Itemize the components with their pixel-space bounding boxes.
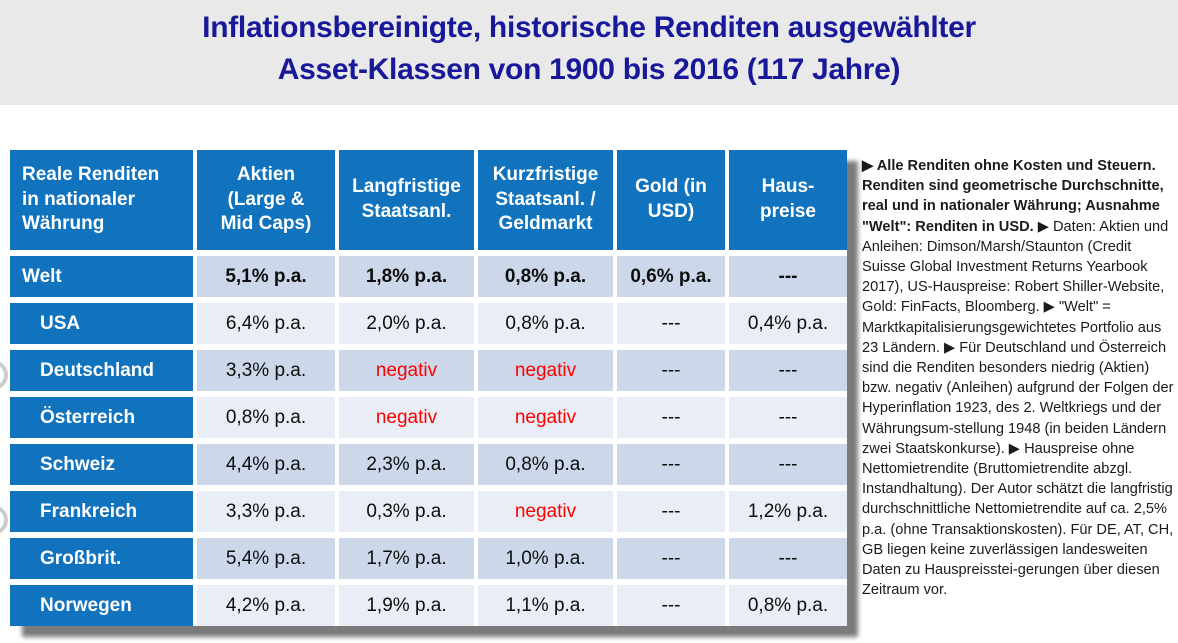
row-label-deutschland: Deutschland	[10, 350, 193, 391]
title-band	[0, 0, 1178, 105]
footnote-bold-segment: ▶ Alle Renditen ohne Kosten und Steuern.…	[862, 158, 1164, 235]
row-label-schweiz: Schweiz	[10, 444, 193, 485]
row-label-welt: Welt	[10, 256, 193, 297]
page-title: Inflationsbereinigte, historische Rendit…	[202, 11, 976, 86]
row-label-oesterreich: Österreich	[10, 397, 193, 438]
column-header-gold: Gold (in USD)	[617, 150, 725, 250]
row-label-norwegen: Norwegen	[10, 585, 193, 626]
table-cell: 1,0% p.a.	[478, 538, 613, 579]
table-cell: ---	[617, 350, 725, 391]
row-label-usa: USA	[10, 303, 193, 344]
table-cell: 1,2% p.a.	[729, 491, 847, 532]
table-cell: 1,1% p.a.	[478, 585, 613, 626]
table-cell: 0,8% p.a.	[729, 585, 847, 626]
column-header-kurzfristige-staatsanl: Kurzfristige Staatsanl. / Geldmarkt	[478, 150, 613, 250]
table-cell: 6,4% p.a.	[197, 303, 335, 344]
row-label-grossbrit: Großbrit.	[10, 538, 193, 579]
table-cell: negativ	[478, 491, 613, 532]
column-header-hauspreise: Haus- preise	[729, 150, 847, 250]
table-cell: 4,2% p.a.	[197, 585, 335, 626]
footnotes-block: ▶ Alle Renditen ohne Kosten und Steuern.…	[862, 156, 1175, 600]
column-header-langfristige-staatsanl: Langfristige Staatsanl.	[339, 150, 474, 250]
table-cell: 0,8% p.a.	[478, 444, 613, 485]
row-label-frankreich: Frankreich	[10, 491, 193, 532]
footnote-regular-segment: ▶ Daten: Aktien und Anleihen: Dimson/Mar…	[862, 218, 1174, 599]
table-cell: 0,6% p.a.	[617, 256, 725, 297]
table-cell: ---	[729, 256, 847, 297]
table-cell: 3,3% p.a.	[197, 350, 335, 391]
table-cell: 1,8% p.a.	[339, 256, 474, 297]
table-cell: 5,1% p.a.	[197, 256, 335, 297]
table-cell: ---	[617, 491, 725, 532]
table-cell: 0,8% p.a.	[478, 256, 613, 297]
table-cell: 0,3% p.a.	[339, 491, 474, 532]
page-edge-artifact	[0, 505, 8, 535]
table-cell: ---	[617, 303, 725, 344]
table-cell: 0,8% p.a.	[478, 303, 613, 344]
table-cell: 1,9% p.a.	[339, 585, 474, 626]
table-cell: negativ	[478, 350, 613, 391]
table-cell: ---	[729, 350, 847, 391]
table-cell: 1,7% p.a.	[339, 538, 474, 579]
returns-table: Reale Renditen in nationaler Währung Akt…	[10, 150, 847, 626]
table-cell: ---	[617, 444, 725, 485]
table-cell: ---	[729, 538, 847, 579]
table-cell: 2,0% p.a.	[339, 303, 474, 344]
column-header-aktien: Aktien (Large & Mid Caps)	[197, 150, 335, 250]
table-cell: 2,3% p.a.	[339, 444, 474, 485]
page-edge-artifact	[0, 360, 8, 390]
table-cell: ---	[617, 538, 725, 579]
table-cell: negativ	[339, 350, 474, 391]
table-cell: 4,4% p.a.	[197, 444, 335, 485]
table-cell: 0,4% p.a.	[729, 303, 847, 344]
table-cell: 5,4% p.a.	[197, 538, 335, 579]
table-cell: 3,3% p.a.	[197, 491, 335, 532]
table-corner-header: Reale Renditen in nationaler Währung	[10, 150, 193, 250]
table-cell: ---	[617, 585, 725, 626]
table-cell: 0,8% p.a.	[197, 397, 335, 438]
table-cell: ---	[617, 397, 725, 438]
table-cell: ---	[729, 444, 847, 485]
table-cell: ---	[729, 397, 847, 438]
table-cell: negativ	[478, 397, 613, 438]
table-cell: negativ	[339, 397, 474, 438]
